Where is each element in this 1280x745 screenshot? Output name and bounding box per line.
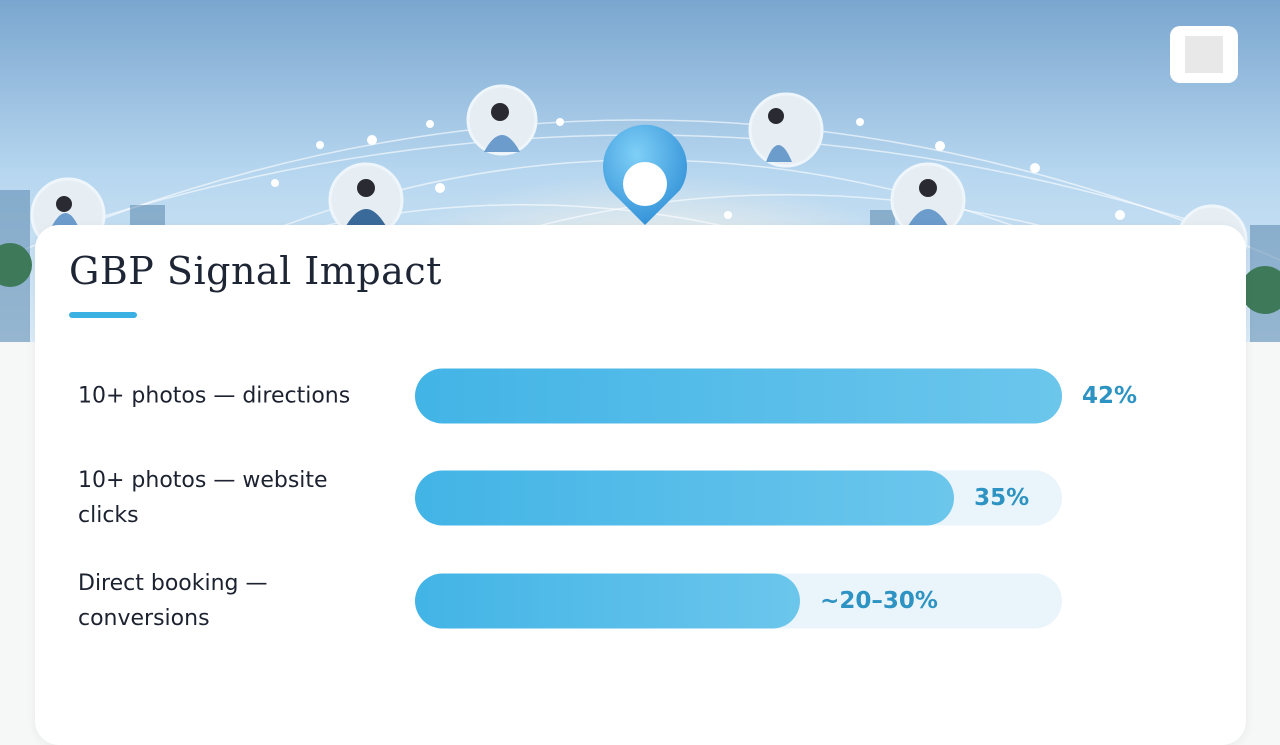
logo-image	[1185, 36, 1223, 73]
value-label: ~20–30%	[820, 588, 938, 614]
category-label: Direct booking — conversions	[78, 571, 268, 631]
logo	[1170, 26, 1238, 83]
bar	[415, 368, 1062, 424]
title-accent	[69, 312, 137, 318]
category-label: 10+ photos — directions	[78, 383, 351, 409]
bar	[415, 470, 955, 526]
bar	[415, 573, 801, 629]
bar-track	[415, 470, 1062, 526]
chart-card: GBP Signal Impact 10+ photos — direction…	[35, 225, 1246, 745]
chart-title: GBP Signal Impact	[69, 249, 442, 293]
page: GBP Signal Impact 10+ photos — direction…	[0, 0, 1280, 631]
bar-track	[415, 368, 1062, 424]
value-label: 35%	[974, 485, 1030, 511]
bar-track	[415, 573, 1062, 629]
value-label: 42%	[1082, 383, 1138, 409]
category-label: 10+ photos — website clicks	[78, 468, 328, 528]
